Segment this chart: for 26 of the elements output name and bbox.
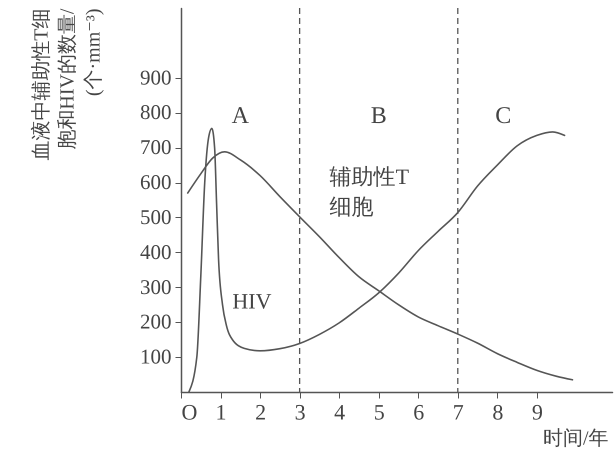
x-tick-label: 5 bbox=[374, 400, 385, 424]
x-tick-label: 8 bbox=[492, 400, 504, 424]
y-tick-label: 600 bbox=[140, 170, 172, 194]
x-tick-label: 4 bbox=[334, 400, 346, 424]
y-tick-label: 300 bbox=[140, 274, 172, 299]
x-tick-label: 3 bbox=[294, 400, 306, 424]
y-tick-label: 800 bbox=[140, 100, 172, 124]
y-tick-label: 900 bbox=[140, 65, 172, 90]
y-tick-label: 200 bbox=[140, 310, 172, 334]
y-tick-label: 700 bbox=[140, 135, 172, 160]
y-axis-title: 血液中辅助性T细胞和HIV的数量/(个·mm⁻³) bbox=[30, 8, 104, 161]
x-tick-label: 1 bbox=[216, 400, 227, 424]
y-tick-label: 100 bbox=[140, 344, 172, 369]
x-tick-label: 6 bbox=[413, 400, 424, 424]
x-tick-label: 2 bbox=[255, 400, 266, 424]
annotation: A bbox=[232, 103, 250, 129]
series-label: HIV bbox=[232, 288, 272, 314]
annotation: B bbox=[370, 103, 387, 129]
y-tick-label: 500 bbox=[140, 204, 172, 229]
x-tick-label: 7 bbox=[452, 400, 464, 424]
x-axis-title: 时间/年 bbox=[542, 428, 608, 449]
y-tick-label: 400 bbox=[140, 240, 172, 264]
annotation: C bbox=[495, 103, 512, 129]
x-tick-label: O bbox=[182, 400, 198, 424]
series-label: 辅助性T细胞 bbox=[330, 164, 410, 219]
x-tick-label: 9 bbox=[532, 400, 543, 424]
